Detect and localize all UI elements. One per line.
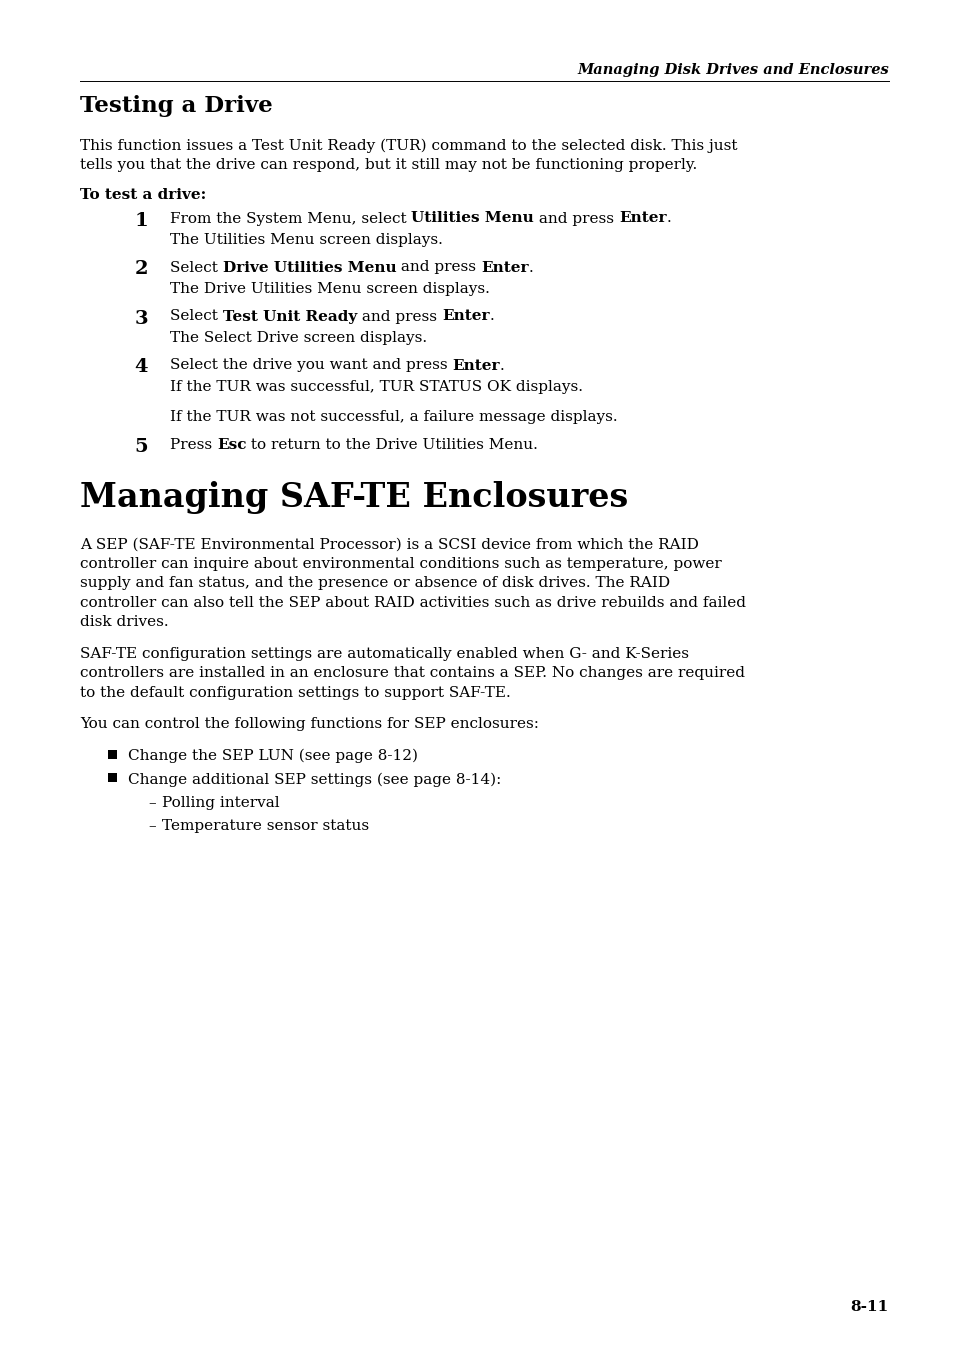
Text: The Drive Utilities Menu screen displays.: The Drive Utilities Menu screen displays… — [170, 283, 489, 296]
Text: Change additional SEP settings (see page 8-14):: Change additional SEP settings (see page… — [128, 772, 501, 787]
Text: disk drives.: disk drives. — [80, 615, 169, 629]
Text: Esc: Esc — [216, 438, 246, 452]
Bar — [108, 750, 117, 758]
Text: You can control the following functions for SEP enclosures:: You can control the following functions … — [80, 717, 538, 731]
Text: Select: Select — [170, 261, 222, 274]
Text: Enter: Enter — [441, 310, 489, 323]
Text: If the TUR was not successful, a failure message displays.: If the TUR was not successful, a failure… — [170, 410, 617, 425]
Text: .: . — [528, 261, 533, 274]
Text: Select the drive you want and press: Select the drive you want and press — [170, 358, 452, 373]
Text: Test Unit Ready: Test Unit Ready — [222, 310, 356, 323]
Text: .: . — [499, 358, 504, 373]
Text: This function issues a Test Unit Ready (TUR) command to the selected disk. This : This function issues a Test Unit Ready (… — [80, 139, 737, 153]
Text: Enter: Enter — [452, 358, 499, 373]
Text: If the TUR was successful, TUR STATUS OK displays.: If the TUR was successful, TUR STATUS OK… — [170, 380, 582, 393]
Text: Press: Press — [170, 438, 216, 452]
Text: Enter: Enter — [480, 261, 528, 274]
Text: –: – — [148, 796, 155, 810]
Text: .: . — [666, 211, 671, 226]
Text: Enter: Enter — [618, 211, 666, 226]
Text: Change the SEP LUN (see page 8-12): Change the SEP LUN (see page 8-12) — [128, 749, 417, 763]
Text: controllers are installed in an enclosure that contains a SEP. No changes are re: controllers are installed in an enclosur… — [80, 667, 744, 680]
Text: to return to the Drive Utilities Menu.: to return to the Drive Utilities Menu. — [246, 438, 537, 452]
Text: 2: 2 — [134, 261, 148, 279]
Text: Drive Utilities Menu: Drive Utilities Menu — [222, 261, 395, 274]
Text: controller can inquire about environmental conditions such as temperature, power: controller can inquire about environment… — [80, 557, 721, 571]
Text: controller can also tell the SEP about RAID activities such as drive rebuilds an: controller can also tell the SEP about R… — [80, 596, 745, 610]
Text: and press: and press — [356, 310, 441, 323]
Text: From the System Menu, select: From the System Menu, select — [170, 211, 411, 226]
Text: SAF-TE configuration settings are automatically enabled when G- and K-Series: SAF-TE configuration settings are automa… — [80, 646, 688, 661]
Text: 5: 5 — [134, 438, 148, 456]
Text: Temperature sensor status: Temperature sensor status — [162, 819, 369, 833]
Text: 1: 1 — [134, 211, 148, 230]
Text: The Select Drive screen displays.: The Select Drive screen displays. — [170, 331, 427, 345]
Text: Managing SAF-TE Enclosures: Managing SAF-TE Enclosures — [80, 481, 628, 514]
Text: The Utilities Menu screen displays.: The Utilities Menu screen displays. — [170, 233, 442, 247]
Text: .: . — [489, 310, 494, 323]
Text: Utilities Menu: Utilities Menu — [411, 211, 534, 226]
Text: and press: and press — [395, 261, 480, 274]
Text: Testing a Drive: Testing a Drive — [80, 95, 273, 118]
Bar — [108, 773, 117, 783]
Text: To test a drive:: To test a drive: — [80, 188, 206, 201]
Text: and press: and press — [534, 211, 618, 226]
Text: A SEP (SAF-TE Environmental Processor) is a SCSI device from which the RAID: A SEP (SAF-TE Environmental Processor) i… — [80, 537, 699, 552]
Text: –: – — [148, 819, 155, 833]
Text: 8-11: 8-11 — [850, 1301, 888, 1314]
Text: 4: 4 — [134, 358, 148, 376]
Text: to the default configuration settings to support SAF-TE.: to the default configuration settings to… — [80, 685, 510, 700]
Text: Select: Select — [170, 310, 222, 323]
Text: supply and fan status, and the presence or absence of disk drives. The RAID: supply and fan status, and the presence … — [80, 576, 669, 591]
Text: tells you that the drive can respond, but it still may not be functioning proper: tells you that the drive can respond, bu… — [80, 158, 697, 173]
Text: Managing Disk Drives and Enclosures: Managing Disk Drives and Enclosures — [577, 64, 888, 77]
Text: Polling interval: Polling interval — [162, 796, 279, 810]
Text: 3: 3 — [134, 310, 148, 327]
